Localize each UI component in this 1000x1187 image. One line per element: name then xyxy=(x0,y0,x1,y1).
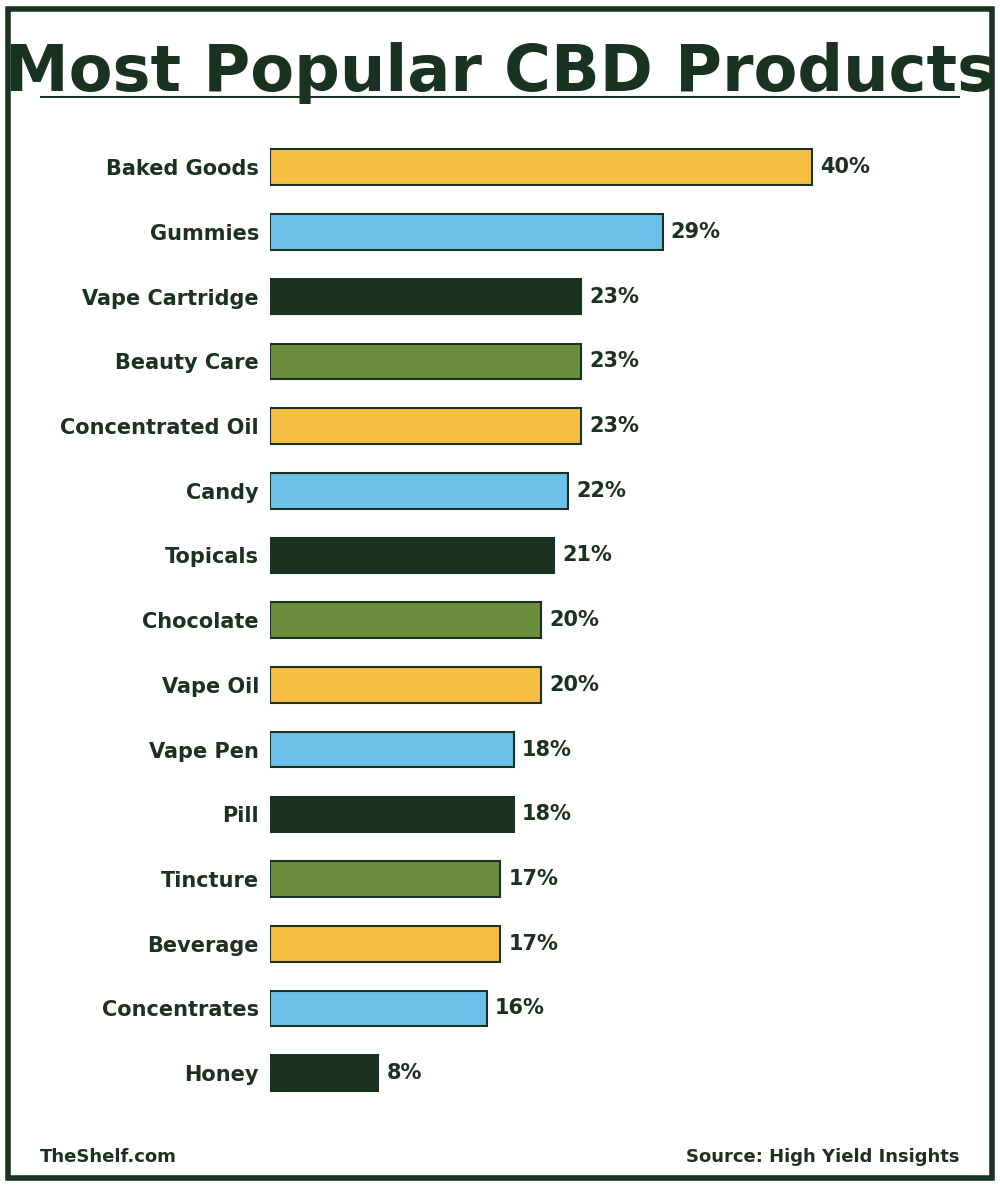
Text: 23%: 23% xyxy=(590,286,639,306)
Text: TheShelf.com: TheShelf.com xyxy=(40,1148,177,1166)
Bar xyxy=(270,667,541,703)
Bar xyxy=(270,150,812,185)
Text: 18%: 18% xyxy=(522,740,572,760)
Text: 29%: 29% xyxy=(671,222,721,242)
Text: 21%: 21% xyxy=(562,546,612,565)
Bar xyxy=(270,279,581,315)
Text: 20%: 20% xyxy=(549,610,599,630)
Bar xyxy=(270,408,581,444)
Text: 16%: 16% xyxy=(495,998,545,1018)
Text: 20%: 20% xyxy=(549,675,599,694)
Bar xyxy=(270,862,500,897)
Text: 22%: 22% xyxy=(576,481,626,501)
Bar xyxy=(270,214,663,249)
Text: Most Popular CBD Products: Most Popular CBD Products xyxy=(5,42,995,103)
Bar xyxy=(270,1055,378,1091)
Text: 17%: 17% xyxy=(508,869,558,889)
Bar xyxy=(270,991,487,1027)
Text: 23%: 23% xyxy=(590,351,639,372)
Bar xyxy=(270,538,554,573)
Bar xyxy=(270,472,568,508)
Text: 40%: 40% xyxy=(820,157,870,177)
Text: Source: High Yield Insights: Source: High Yield Insights xyxy=(686,1148,960,1166)
Text: 8%: 8% xyxy=(386,1064,422,1084)
Text: 17%: 17% xyxy=(508,934,558,954)
Bar xyxy=(270,796,514,832)
Bar xyxy=(270,343,581,379)
Bar xyxy=(270,732,514,768)
Text: 18%: 18% xyxy=(522,805,572,824)
Bar xyxy=(270,926,500,961)
Text: 23%: 23% xyxy=(590,417,639,436)
Bar xyxy=(270,603,541,637)
